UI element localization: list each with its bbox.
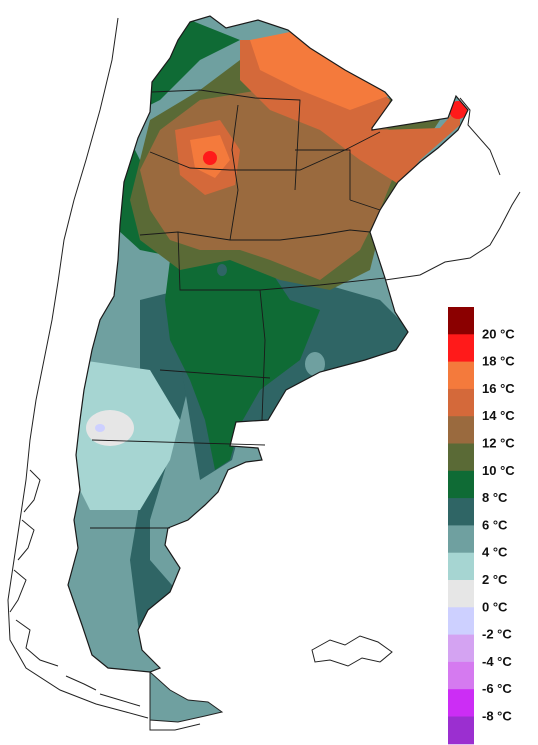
legend-label: 14 °C (482, 408, 515, 423)
legend-swatch (448, 470, 474, 499)
uruguay-outline (384, 191, 521, 281)
legend-label: 4 °C (482, 545, 508, 560)
argentina-outline (67, 15, 469, 673)
legend-label: 6 °C (482, 517, 508, 532)
legend-swatch (448, 689, 474, 717)
legend-swatch (448, 307, 474, 335)
tierra-del-fuego (149, 670, 224, 723)
legend-label: -6 °C (482, 681, 512, 696)
legend-swatch (448, 634, 474, 663)
legend-label: 10 °C (482, 463, 515, 478)
legend-swatch (448, 388, 474, 417)
legend-swatch (448, 361, 474, 390)
legend-swatch (448, 552, 474, 581)
legend-label: -4 °C (482, 654, 512, 669)
legend-swatch (448, 580, 474, 608)
chile-islands (9, 469, 141, 707)
tierra-del-fuego-south (149, 720, 201, 731)
legend-swatch (448, 716, 474, 745)
legend-label: 18 °C (482, 354, 515, 369)
legend-swatch (448, 443, 474, 472)
legend-label: 12 °C (482, 436, 515, 451)
legend-label: -2 °C (482, 627, 512, 642)
malvinas-islands (311, 635, 393, 667)
legend-swatch (448, 607, 474, 636)
chile-outline (7, 17, 149, 719)
province-borders (90, 89, 386, 529)
legend-swatch (448, 498, 474, 526)
legend-label: 0 °C (482, 599, 508, 614)
legend-label: 8 °C (482, 490, 508, 505)
legend-swatch (448, 661, 474, 690)
legend-swatch (448, 525, 474, 554)
brazil-outline (459, 97, 501, 176)
legend-label: -8 °C (482, 709, 512, 724)
temperature-legend: 20 °C 18 °C 16 °C 14 °C 12 °C 10 °C 8 °C 6 °C 4 … (448, 307, 515, 745)
legend-swatch (448, 334, 474, 363)
legend-label: 20 °C (482, 326, 515, 341)
legend-label: 16 °C (482, 381, 515, 396)
legend-label: 2 °C (482, 572, 508, 587)
legend-swatch (448, 416, 474, 444)
